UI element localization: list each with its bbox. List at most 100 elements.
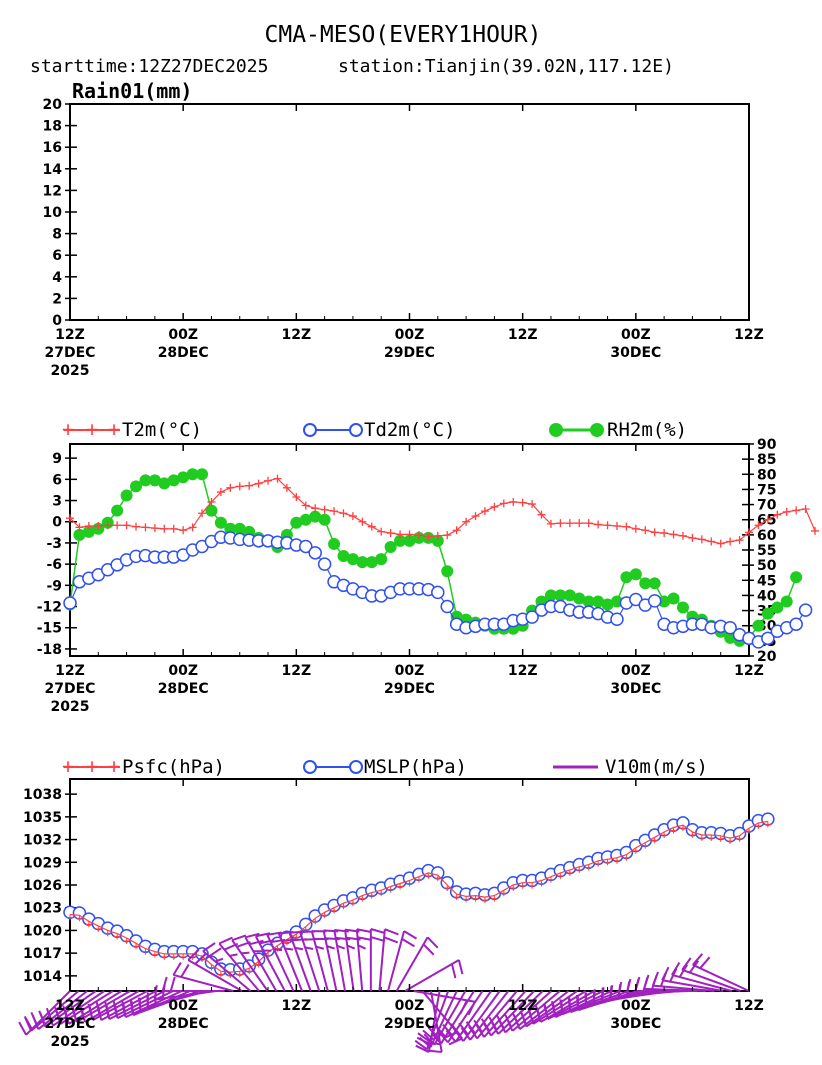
psfc-point [76,915,83,922]
rh2m-point [214,516,227,529]
svg-text:+: + [86,417,98,441]
legend-rh2m: RH2m(%) [607,419,687,441]
t2m-line [69,477,816,545]
wind-barb-feather [294,946,304,951]
rh2m-point [111,504,124,517]
t2m-point [669,530,678,539]
wind-barb-feather [453,1029,465,1042]
psfc-point [312,918,319,925]
wind-barb-feather [505,1017,514,1032]
t2m-point [641,526,650,535]
psfc-point [463,896,470,903]
t2m-point [782,507,791,516]
wind-barb-feather [231,934,247,942]
t2m-point [556,519,565,528]
x-tick-label: 00Z [168,327,198,343]
rh2m-point [394,534,407,547]
wind-barb [681,957,741,992]
rh2m-point [158,477,171,490]
x-tick-label: 00Z [395,663,425,679]
y-tick-label: 1017 [23,946,62,962]
x-tick-date: 30DEC [610,1016,661,1032]
rh2m-point [554,589,567,602]
t2m-point [414,531,423,540]
psfc-point [632,847,639,854]
y-tick-label: 1038 [23,787,62,803]
wind-barb-feather [255,932,271,938]
wind-barb-feather [187,949,200,961]
y2-tick-label: 90 [757,437,777,453]
wind-barb-shaft [30,990,80,1032]
wind-barb-feather [241,951,250,955]
wind-barb [387,930,418,992]
wind-barb-feather [273,948,283,952]
wind-barb-feather [169,976,176,992]
wind-barb-shaft [299,931,321,992]
wind-barb-shaft [68,990,123,1025]
wind-barb-shaft [322,930,338,992]
x-tick-label: 12Z [282,327,312,343]
psfc-point [764,821,771,828]
t2m-point [367,522,376,531]
wind-barb-feather [122,1002,127,1018]
t2m-point [546,519,555,528]
td2m-point [317,557,332,571]
wind-barb-shaft [125,990,183,1019]
wind-barb [355,928,373,992]
y-tick-label: 6 [52,472,62,488]
td2m-point [723,620,737,635]
y2-tick-label: 80 [757,467,777,483]
y2-tick-label: 75 [757,482,776,498]
wind-barb-feather [323,929,339,933]
wind-barb-feather [427,1026,440,1039]
wind-barb [288,930,312,992]
rh2m-point [629,568,642,581]
y2-tick-label: 40 [757,588,777,604]
td2m-point [431,585,445,600]
psfc-point [595,860,602,867]
wind-barb-feather [450,1023,461,1036]
psfc-point [406,880,413,887]
y-tick-label: 0 [52,313,62,329]
wind-barb-feather [445,1029,457,1043]
psfc-point [613,857,620,864]
psfc-point [481,897,488,904]
y-tick-label: 6 [52,248,62,264]
y2-tick-label: 60 [757,528,777,544]
wind-barb-feather [442,1023,454,1037]
rh2m-point [337,550,350,563]
t2m-point [122,521,131,530]
wind-barb-feather [482,1022,492,1037]
legend-v10m: V10m(m/s) [605,756,708,778]
y-tick-label: 4 [52,270,62,286]
wind-barb-shaft [395,936,429,992]
wind-barb-shaft [52,990,105,1027]
y-tick-label: -18 [37,642,62,658]
psfc-point [651,837,658,844]
td2m-point [440,599,454,614]
rh2m-point [544,589,557,602]
x-tick-label: 12Z [508,327,538,343]
t2m-point [650,528,659,537]
wind-barb-feather [113,1003,119,1019]
wind-barb-feather [592,989,596,1004]
t2m-point [188,523,197,532]
wind-barb-feather [31,1015,40,1030]
psfc-point [142,948,149,955]
td2m-point [789,617,803,631]
x-tick-label: 00Z [621,327,651,343]
wind-barb [395,936,439,992]
psfc-point [670,827,677,834]
psfc-point [123,938,130,944]
rh2m-point [667,592,680,605]
t2m-point [697,535,706,544]
psfc-point [161,953,168,960]
wind-barb-shaft [692,963,750,992]
t2m-point [726,537,735,546]
x-tick-year: 2025 [51,699,90,715]
wind-barb-feather [384,928,399,936]
rh2m-point [356,556,369,569]
psfc-point [604,859,611,866]
wind-barb-shaft [333,929,347,992]
t2m-point [396,530,405,539]
